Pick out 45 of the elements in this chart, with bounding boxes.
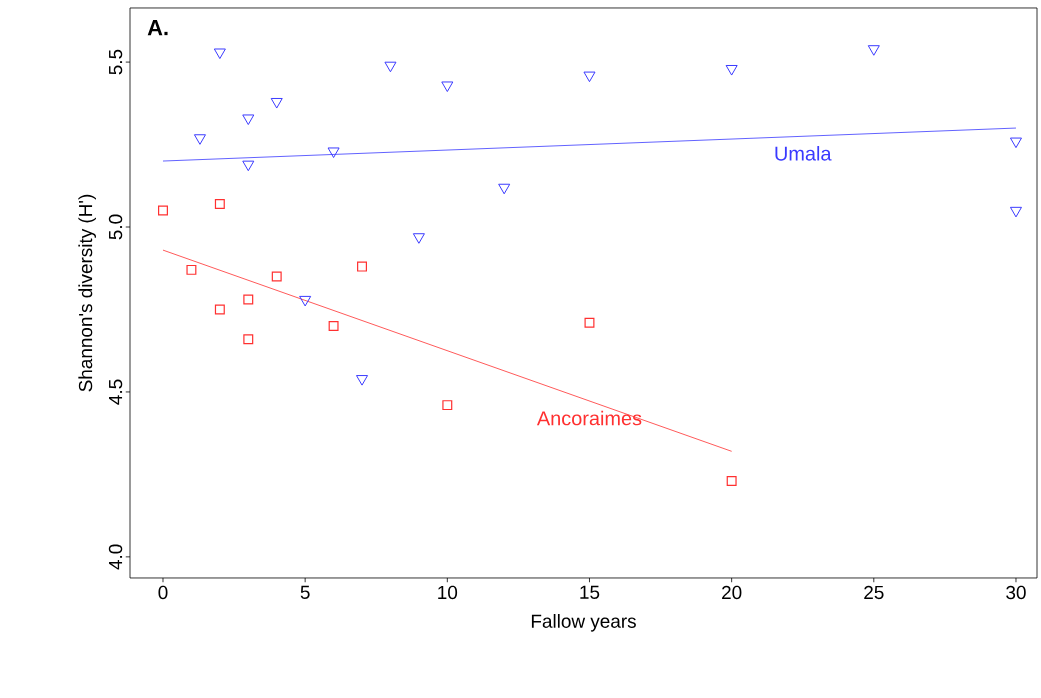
point	[583, 71, 596, 83]
point	[1009, 206, 1022, 218]
x-tick-label: 20	[722, 585, 742, 600]
point	[412, 233, 425, 244]
point	[357, 261, 367, 272]
point	[356, 375, 369, 386]
point	[441, 81, 454, 93]
point	[186, 264, 197, 275]
point	[384, 61, 397, 73]
point	[498, 183, 511, 195]
x-tick-label: 25	[864, 585, 884, 600]
point	[243, 334, 254, 345]
series-label: Umala	[775, 146, 832, 161]
x-tick-label: 30	[1006, 585, 1026, 600]
point	[214, 198, 225, 209]
point	[214, 304, 225, 315]
point	[327, 147, 340, 159]
x-tick-label: 15	[580, 585, 600, 599]
x-axis-title: Fallow years	[531, 614, 636, 632]
point	[242, 114, 255, 126]
point	[271, 271, 282, 282]
y-tick-label: 4.0	[108, 544, 123, 570]
point	[328, 320, 339, 331]
point	[243, 294, 254, 305]
x-tick-label: 0	[158, 585, 168, 600]
point	[213, 48, 226, 60]
y-axis-title: Shannon's diversity (H')	[78, 194, 96, 392]
point	[242, 160, 255, 172]
point	[584, 317, 595, 328]
point	[299, 295, 312, 307]
y-tick-label: 5.0	[108, 214, 123, 240]
x-tick-label: 5	[300, 585, 310, 599]
point	[193, 134, 206, 145]
point	[726, 476, 737, 486]
x-tick-label: 10	[438, 585, 458, 600]
point	[442, 400, 453, 411]
annotation: A.	[147, 20, 168, 36]
point	[725, 64, 738, 76]
point	[1009, 137, 1022, 149]
point	[270, 97, 283, 109]
point	[867, 45, 880, 56]
y-tick-label: 5.5	[109, 49, 123, 75]
y-tick-label: 4.5	[109, 379, 123, 405]
point	[158, 205, 168, 216]
series-label: Ancoraimes	[536, 410, 642, 426]
